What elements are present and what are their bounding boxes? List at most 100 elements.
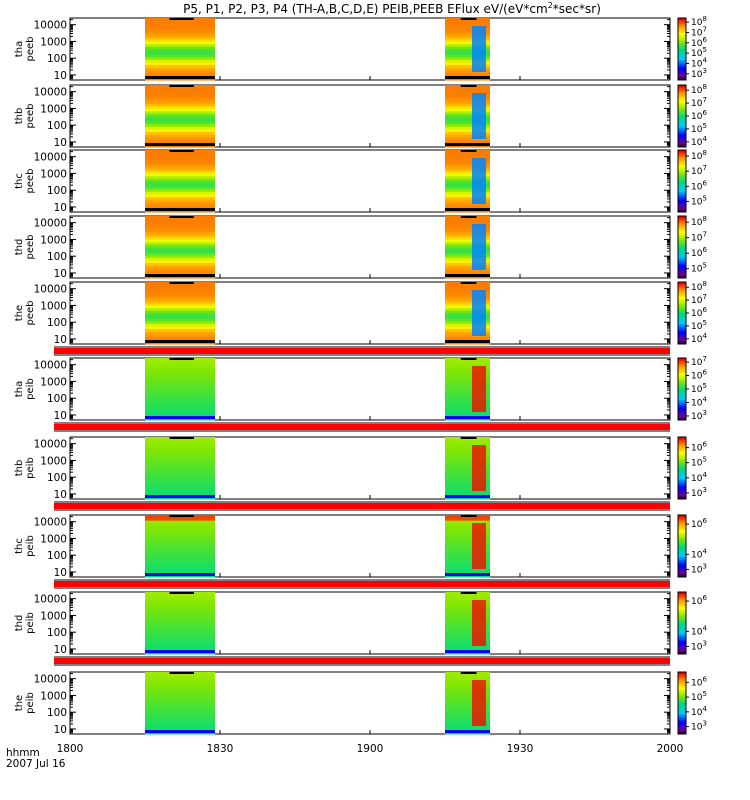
colorbar-cell [678,117,686,120]
spectrogram-cell [145,452,215,456]
spectrogram-burst [472,445,486,491]
spectrogram-cell [445,370,490,374]
colorbar-cell [678,595,686,598]
colorbar-cell [678,187,686,190]
spectrogram-cell [145,223,215,227]
spectrogram-cell [445,383,490,387]
spectrogram-cell [445,252,490,256]
colorbar-cell [678,468,686,471]
spectrogram-cell [445,628,490,632]
colorbar-frame [677,591,687,655]
colorbar-cell [678,291,686,294]
colorbar-frame [677,514,687,578]
colorbar-cell [678,533,686,536]
spectrogram-baseline [445,730,490,733]
colorbar-cell [678,491,686,494]
spectrogram-cell [145,455,215,459]
spectrogram-cell [445,360,490,364]
panel-product-label: peib [25,692,36,714]
colorbar-cell [678,446,686,449]
colorbar-cell [678,19,686,22]
colorbar: 106 104 103 [677,514,707,578]
colorbar-cell [678,205,686,208]
colorbar-cell [678,66,686,69]
figure-title: P5, P1, P2, P3, P4 (TH-A,B,C,D,E) PEIB,P… [183,1,601,16]
colorbar-cell [678,404,686,407]
y-tick-label: 1000 [40,234,67,246]
spectrogram-cell [145,92,215,96]
panel-probe-label: thd [14,239,25,256]
spectrogram-cell [445,604,490,608]
colorbar-cell [678,330,686,333]
colorbar-cell [678,119,686,122]
spectrogram-cell [445,684,490,688]
colorbar-cell [678,481,686,484]
colorbar-cell [678,182,686,185]
colorbar-cell [678,559,686,562]
spectrogram-cell [145,615,215,619]
colorbar-cell [678,596,686,599]
colorbar-cell [678,21,686,24]
colorbar-label: 104 [691,395,707,408]
colorbar-cell [678,376,686,379]
colorbar-cell [678,28,686,31]
colorbar-label: 104 [691,332,707,345]
spectrogram-cell [145,404,215,408]
colorbar-cell [678,413,686,416]
spectrogram-cell [445,695,490,699]
spectrogram-cell [445,535,490,539]
spectrogram-cell [445,43,490,47]
spectrogram-cell [445,612,490,616]
y-tick-label: 100 [47,707,67,719]
colorbar-cell [678,485,686,488]
colorbar-cell [678,134,686,137]
colorbar-cell [678,685,686,688]
spectrogram-cell [445,310,490,314]
colorbar-cell [678,518,686,521]
colorbar-cell [678,201,686,204]
y-tick-label: 10000 [34,360,67,372]
colorbar-label: 106 [691,594,707,607]
spectrogram-cell [445,157,490,161]
colorbar-cell [678,333,686,336]
colorbar-cell [678,692,686,695]
spectrogram-cell [145,297,215,301]
spectrogram-cell [145,389,215,393]
colorbar-cell [678,86,686,89]
colorbar-cell [678,695,686,698]
spectrogram-cell [445,105,490,109]
colorbar-cell [678,546,686,549]
colorbar-cell [678,222,686,225]
y-tick-label: 10 [54,489,67,501]
colorbar-cell [678,62,686,65]
colorbar-cell [678,464,686,467]
colorbar-cell [678,319,686,322]
colorbar-cell [678,217,686,220]
spectrogram-bands [145,672,490,735]
colorbar-cell [678,159,686,162]
spectrogram-cell [145,247,215,251]
colorbar-cell [678,196,686,199]
colorbar-cell [678,198,686,201]
colorbar-label: 103 [691,639,707,652]
spectrogram-cell [145,218,215,222]
spectrogram-baseline [445,340,490,343]
colorbar-cell [678,555,686,558]
spectrogram-cell [145,56,215,60]
spectrogram-cell [445,168,490,172]
spectrogram-cell [445,247,490,251]
colorbar-cell [678,710,686,713]
y-tick-label: 1000 [40,533,67,545]
colorbar-cell [678,162,686,165]
y-tick-label: 10 [54,644,67,656]
colorbar-cell [678,156,686,159]
colorbar-cell [678,237,686,240]
colorbar-cell [678,399,686,402]
colorbar-cell [678,563,686,566]
spectrogram-cell [445,625,490,629]
colorbar-cell [678,621,686,624]
spectrogram-cell [445,110,490,114]
spectrogram-cell [145,318,215,322]
colorbar-cell [678,575,686,578]
